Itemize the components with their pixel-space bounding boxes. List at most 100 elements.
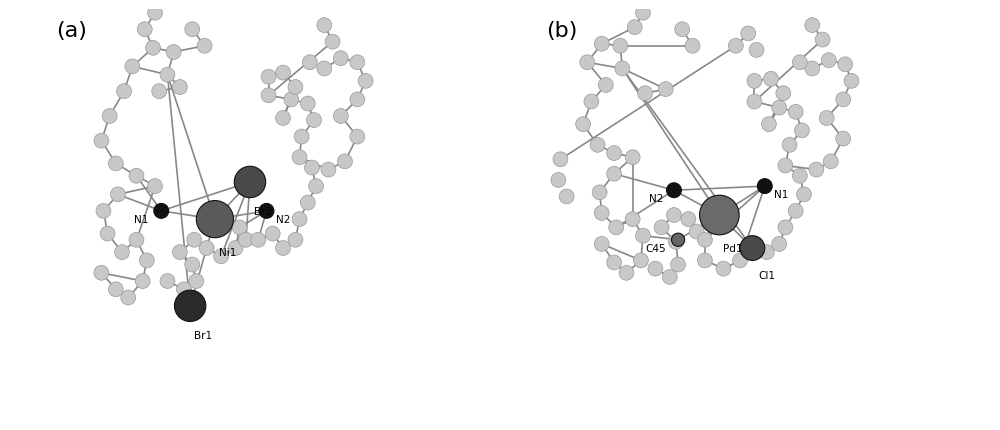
Circle shape	[778, 158, 793, 173]
Circle shape	[662, 270, 677, 284]
Circle shape	[658, 82, 673, 96]
Circle shape	[292, 212, 307, 227]
Circle shape	[214, 249, 229, 264]
Circle shape	[607, 146, 622, 160]
Circle shape	[187, 232, 202, 247]
Circle shape	[625, 150, 640, 165]
Circle shape	[823, 154, 838, 169]
Circle shape	[117, 84, 132, 98]
Circle shape	[174, 290, 206, 322]
Circle shape	[189, 273, 204, 289]
Text: (a): (a)	[56, 21, 87, 41]
Circle shape	[261, 88, 276, 103]
Circle shape	[788, 104, 803, 119]
Circle shape	[615, 61, 630, 76]
Circle shape	[782, 138, 797, 152]
Circle shape	[797, 187, 811, 202]
Text: N2: N2	[276, 215, 290, 225]
Circle shape	[294, 129, 309, 144]
Circle shape	[154, 203, 169, 218]
Circle shape	[669, 234, 683, 249]
Circle shape	[821, 53, 836, 68]
Circle shape	[794, 123, 809, 138]
Circle shape	[350, 55, 365, 70]
Text: N1: N1	[134, 215, 149, 225]
Circle shape	[681, 212, 696, 227]
Circle shape	[125, 59, 140, 74]
Circle shape	[304, 160, 319, 175]
Circle shape	[613, 38, 628, 53]
Circle shape	[836, 92, 851, 107]
Circle shape	[805, 18, 820, 33]
Circle shape	[302, 55, 317, 70]
Circle shape	[772, 100, 787, 115]
Circle shape	[110, 187, 125, 202]
Circle shape	[135, 273, 150, 289]
Circle shape	[199, 241, 214, 255]
Circle shape	[815, 32, 830, 47]
Circle shape	[148, 179, 162, 194]
Circle shape	[740, 236, 765, 261]
Circle shape	[819, 111, 834, 126]
Circle shape	[764, 71, 778, 86]
Circle shape	[638, 86, 652, 101]
Circle shape	[276, 241, 290, 255]
Circle shape	[317, 61, 332, 76]
Circle shape	[625, 212, 640, 227]
Circle shape	[166, 45, 181, 59]
Circle shape	[300, 195, 315, 210]
Circle shape	[788, 203, 803, 218]
Circle shape	[325, 34, 340, 49]
Circle shape	[592, 185, 607, 200]
Circle shape	[728, 38, 743, 53]
Circle shape	[251, 232, 266, 247]
Circle shape	[667, 183, 681, 198]
Circle shape	[317, 18, 332, 33]
Text: Br2: Br2	[254, 207, 272, 217]
Circle shape	[607, 255, 622, 270]
Circle shape	[700, 195, 739, 235]
Circle shape	[792, 169, 807, 183]
Circle shape	[648, 261, 663, 276]
Circle shape	[338, 154, 352, 169]
Circle shape	[137, 22, 152, 37]
Text: N1: N1	[774, 190, 788, 200]
Text: Cl1: Cl1	[759, 271, 776, 281]
Circle shape	[129, 232, 144, 247]
Text: (b): (b)	[546, 21, 577, 41]
Circle shape	[177, 282, 191, 297]
Circle shape	[745, 241, 760, 255]
Circle shape	[689, 224, 704, 239]
Text: C45: C45	[645, 244, 666, 254]
Circle shape	[778, 220, 793, 235]
Circle shape	[836, 131, 851, 146]
Circle shape	[619, 265, 634, 280]
Circle shape	[284, 92, 299, 107]
Circle shape	[94, 133, 109, 148]
Circle shape	[172, 80, 187, 95]
Circle shape	[152, 84, 167, 98]
Circle shape	[633, 253, 648, 268]
Circle shape	[594, 237, 609, 251]
Circle shape	[333, 51, 348, 65]
Circle shape	[146, 40, 160, 55]
Circle shape	[276, 111, 290, 126]
Circle shape	[300, 96, 315, 111]
Circle shape	[627, 20, 642, 34]
Circle shape	[805, 61, 820, 76]
Circle shape	[121, 290, 136, 305]
Circle shape	[321, 162, 336, 177]
Circle shape	[741, 26, 756, 41]
Circle shape	[350, 92, 365, 107]
Circle shape	[747, 74, 762, 88]
Text: Br1: Br1	[194, 331, 212, 341]
Circle shape	[94, 265, 109, 280]
Circle shape	[607, 166, 622, 181]
Circle shape	[238, 232, 253, 247]
Circle shape	[197, 38, 212, 53]
Circle shape	[685, 38, 700, 53]
Circle shape	[667, 208, 681, 222]
Circle shape	[139, 253, 154, 268]
Circle shape	[115, 245, 129, 260]
Circle shape	[716, 261, 731, 276]
